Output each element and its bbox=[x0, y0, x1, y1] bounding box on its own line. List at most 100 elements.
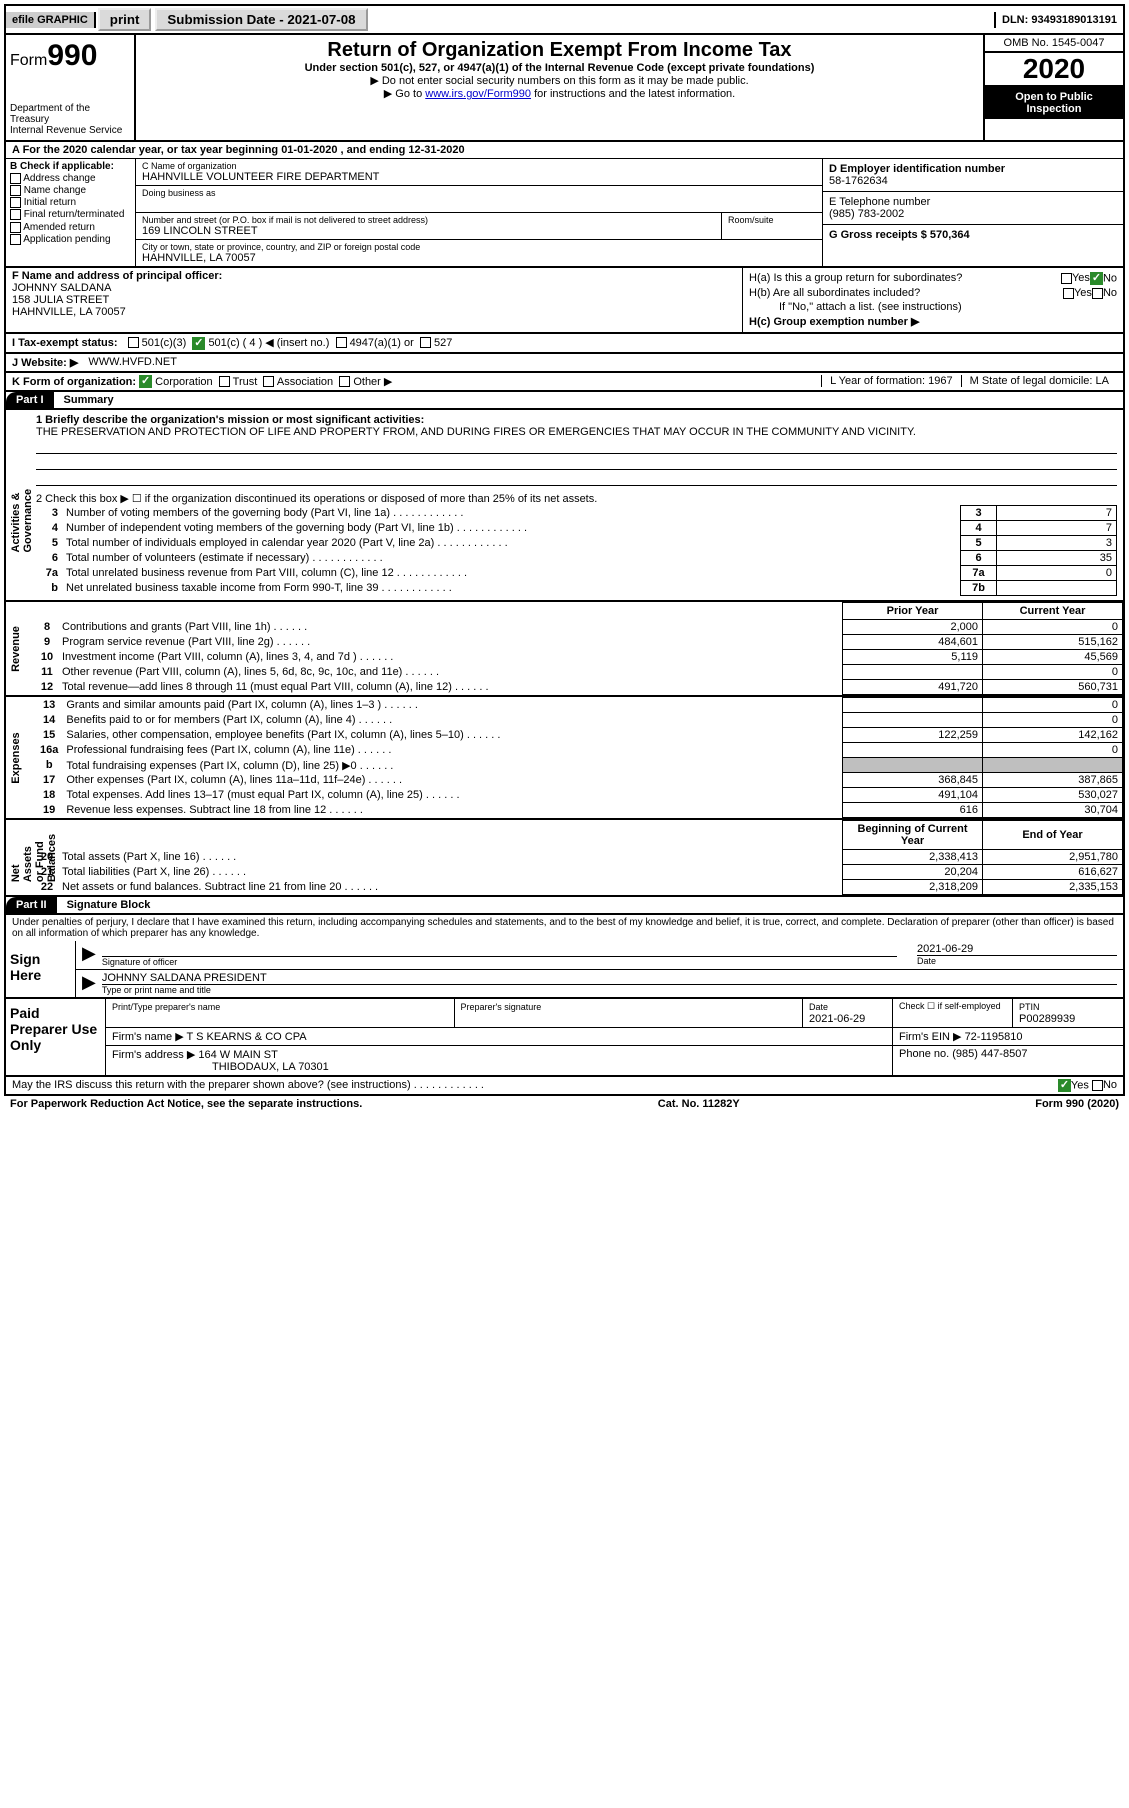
self-employed-check[interactable]: Check ☐ if self-employed bbox=[893, 999, 1013, 1027]
form-number: Form990 bbox=[10, 39, 130, 73]
form-note-2: ▶ Go to www.irs.gov/Form990 for instruct… bbox=[146, 87, 973, 100]
other-checkbox[interactable]: Other ▶ bbox=[339, 376, 392, 388]
hb-yes[interactable]: Yes bbox=[1063, 287, 1092, 299]
submission-date-button[interactable]: Submission Date - 2021-07-08 bbox=[155, 8, 367, 31]
mission-text: THE PRESERVATION AND PROTECTION OF LIFE … bbox=[36, 426, 1117, 438]
officer-label: F Name and address of principal officer: bbox=[12, 270, 736, 282]
firm-name: T S KEARNS & CO CPA bbox=[187, 1031, 307, 1043]
form-org-row: K Form of organization: ✓ Corporation Tr… bbox=[4, 373, 1125, 393]
ha-no[interactable]: ✓No bbox=[1090, 272, 1117, 285]
eoy-header: End of Year bbox=[983, 821, 1123, 850]
hb-no[interactable]: No bbox=[1092, 287, 1117, 299]
type-label: Type or print name and title bbox=[102, 985, 1117, 995]
side-label-ag: Activities & Governance bbox=[10, 458, 34, 553]
website-value: WWW.HVFD.NET bbox=[88, 356, 177, 368]
org-name: HAHNVILLE VOLUNTEER FIRE DEPARTMENT bbox=[142, 171, 816, 183]
trust-checkbox[interactable]: Trust bbox=[219, 376, 258, 388]
revenue-section: Revenue Prior YearCurrent Year 8Contribu… bbox=[4, 602, 1125, 697]
discuss-no[interactable]: No bbox=[1092, 1079, 1117, 1092]
part1-bar: Part I Summary bbox=[4, 392, 1125, 410]
officer-typed-name: JOHNNY SALDANA PRESIDENT bbox=[102, 972, 1117, 985]
officer-addr1: 158 JULIA STREET bbox=[12, 294, 736, 306]
form-subtitle: Under section 501(c), 527, or 4947(a)(1)… bbox=[146, 62, 973, 74]
prep-date-label: Date bbox=[809, 1002, 828, 1012]
form-num: 990 bbox=[47, 39, 97, 72]
side-label-rev: Revenue bbox=[10, 626, 22, 672]
form-title: Return of Organization Exempt From Incom… bbox=[146, 39, 973, 62]
form-org-label: K Form of organization: bbox=[12, 376, 136, 388]
501c-checkbox[interactable]: ✓ 501(c) ( 4 ) ◀ (insert no.) bbox=[192, 336, 329, 350]
ha-label: H(a) Is this a group return for subordin… bbox=[749, 272, 1061, 285]
section-identity: B Check if applicable: Address change Na… bbox=[4, 158, 1125, 268]
4947-checkbox[interactable]: 4947(a)(1) or bbox=[336, 337, 414, 349]
dba-label: Doing business as bbox=[142, 188, 816, 198]
type-arrow-icon: ▶ bbox=[82, 972, 96, 995]
prep-date: 2021-06-29 bbox=[809, 1013, 865, 1025]
city-value: HAHNVILLE, LA 70057 bbox=[142, 252, 816, 264]
note2-suffix: for instructions and the latest informat… bbox=[531, 88, 735, 100]
firm-name-label: Firm's name ▶ bbox=[112, 1031, 184, 1043]
527-checkbox[interactable]: 527 bbox=[420, 337, 452, 349]
bcy-header: Beginning of Current Year bbox=[843, 821, 983, 850]
street-label: Number and street (or P.O. box if mail i… bbox=[142, 215, 715, 225]
final-return-checkbox[interactable]: Final return/terminated bbox=[10, 209, 131, 220]
mission-label: 1 Briefly describe the organization's mi… bbox=[36, 414, 1117, 426]
col-D: D Employer identification number 58-1762… bbox=[823, 159, 1123, 266]
block-H: H(a) Is this a group return for subordin… bbox=[743, 268, 1123, 332]
hc-label: H(c) Group exemption number ▶ bbox=[749, 315, 1117, 328]
tax-exempt-row: I Tax-exempt status: 501(c)(3) ✓ 501(c) … bbox=[4, 334, 1125, 354]
gross-receipts: G Gross receipts $ 570,364 bbox=[829, 229, 1117, 241]
phone-label: E Telephone number bbox=[829, 196, 1117, 208]
prep-phone: (985) 447-8507 bbox=[952, 1048, 1027, 1060]
ein-label: D Employer identification number bbox=[829, 163, 1117, 175]
dept-label: Department of the Treasury Internal Reve… bbox=[10, 103, 130, 136]
print-button[interactable]: print bbox=[98, 8, 152, 31]
firm-ein-label: Firm's EIN ▶ bbox=[899, 1031, 962, 1043]
revenue-table: Prior YearCurrent Year 8Contributions an… bbox=[36, 602, 1123, 695]
firm-ein: 72-1195810 bbox=[965, 1031, 1023, 1043]
form-word: Form bbox=[10, 52, 47, 69]
paid-preparer-block: Paid Preparer Use Only Print/Type prepar… bbox=[4, 999, 1125, 1077]
signature-block: Under penalties of perjury, I declare th… bbox=[4, 915, 1125, 999]
footer-right: Form 990 (2020) bbox=[1035, 1098, 1119, 1110]
activities-governance-section: Activities & Governance 1 Briefly descri… bbox=[4, 410, 1125, 602]
org-name-label: C Name of organization bbox=[142, 161, 816, 171]
sig-officer-label: Signature of officer bbox=[102, 957, 897, 967]
preparer-sig-label: Preparer's signature bbox=[461, 1002, 542, 1012]
corp-checkbox[interactable]: ✓ Corporation bbox=[139, 376, 213, 388]
sign-here-label: Sign Here bbox=[6, 941, 76, 997]
col-B: B Check if applicable: Address change Na… bbox=[6, 159, 136, 266]
efile-graphic-link[interactable]: efile GRAPHIC bbox=[6, 12, 96, 28]
tax-year: 2020 bbox=[985, 53, 1123, 87]
app-pending-checkbox[interactable]: Application pending bbox=[10, 234, 131, 245]
section-FH: F Name and address of principal officer:… bbox=[4, 268, 1125, 334]
room-label: Room/suite bbox=[728, 215, 816, 225]
name-change-checkbox[interactable]: Name change bbox=[10, 185, 131, 196]
ptin-label: PTIN bbox=[1019, 1002, 1040, 1012]
amended-return-checkbox[interactable]: Amended return bbox=[10, 222, 131, 233]
dln-label: DLN: 93493189013191 bbox=[994, 12, 1123, 28]
irs-link[interactable]: www.irs.gov/Form990 bbox=[425, 88, 531, 100]
officer-addr2: HAHNVILLE, LA 70057 bbox=[12, 306, 736, 318]
discuss-row: May the IRS discuss this return with the… bbox=[4, 1077, 1125, 1096]
discuss-yes[interactable]: ✓Yes bbox=[1058, 1079, 1089, 1092]
part2-title: Signature Block bbox=[57, 897, 161, 913]
paid-preparer-label: Paid Preparer Use Only bbox=[6, 999, 106, 1075]
declaration-text: Under penalties of perjury, I declare th… bbox=[6, 915, 1123, 941]
assoc-checkbox[interactable]: Association bbox=[263, 376, 333, 388]
addr-change-checkbox[interactable]: Address change bbox=[10, 173, 131, 184]
state-domicile: M State of legal domicile: LA bbox=[961, 375, 1117, 387]
hb-note: If "No," attach a list. (see instruction… bbox=[749, 301, 1117, 313]
part1-label: Part I bbox=[6, 392, 54, 408]
firm-addr-label: Firm's address ▶ bbox=[112, 1049, 195, 1061]
initial-return-checkbox[interactable]: Initial return bbox=[10, 197, 131, 208]
ha-yes[interactable]: Yes bbox=[1061, 272, 1090, 285]
footer-mid: Cat. No. 11282Y bbox=[658, 1098, 740, 1110]
check-applicable-label: B Check if applicable: bbox=[10, 161, 131, 172]
501c3-checkbox[interactable]: 501(c)(3) bbox=[128, 337, 187, 349]
tax-exempt-label: I Tax-exempt status: bbox=[12, 337, 118, 349]
prior-year-header: Prior Year bbox=[843, 603, 983, 620]
period-row: A For the 2020 calendar year, or tax yea… bbox=[4, 142, 1125, 158]
phone-value: (985) 783-2002 bbox=[829, 208, 1117, 220]
side-label-exp: Expenses bbox=[10, 732, 22, 783]
